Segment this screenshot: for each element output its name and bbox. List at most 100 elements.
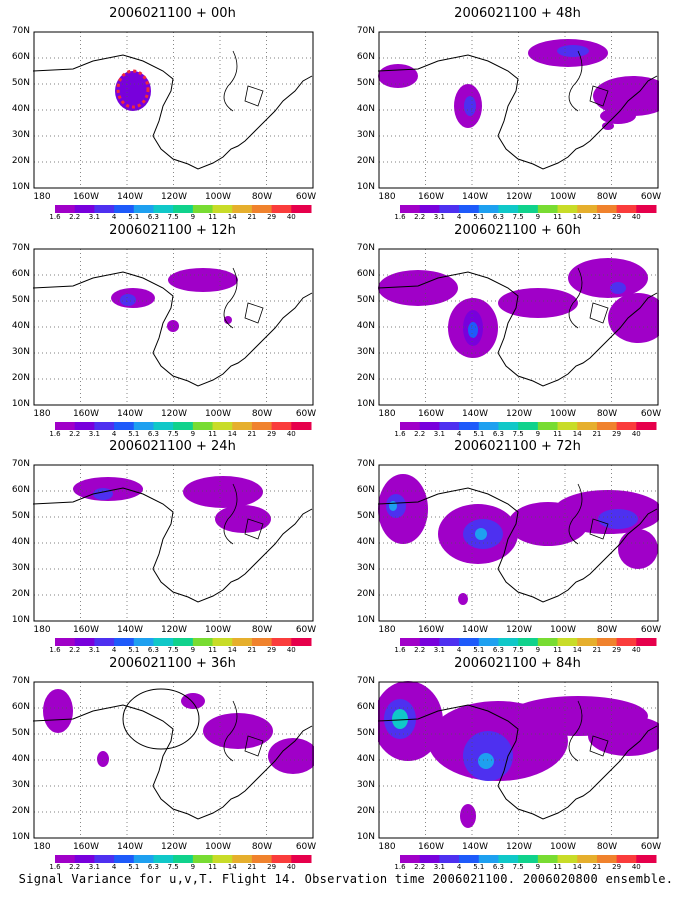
longitude-tick-label: 80W bbox=[596, 842, 618, 852]
latitude-tick-label: 10N bbox=[356, 182, 375, 192]
longitude-tick-label: 80W bbox=[251, 192, 273, 202]
colorbar-label: 11 bbox=[208, 430, 217, 438]
colorbar-swatch bbox=[133, 422, 154, 430]
longitude-tick-label: 160W bbox=[72, 409, 100, 419]
latitude-tick-label: 50N bbox=[11, 295, 30, 305]
colorbar-label: 2.2 bbox=[414, 430, 426, 438]
variance-shading bbox=[568, 258, 648, 298]
colorbar-swatch bbox=[271, 422, 292, 430]
colorbar-label: 1.6 bbox=[49, 863, 61, 871]
longitude-tick-label: 60W bbox=[295, 625, 317, 635]
latitude-tick-label: 70N bbox=[11, 243, 30, 253]
coastline bbox=[33, 54, 313, 170]
longitude-tick-label: 140W bbox=[116, 192, 144, 202]
colorbar-swatch bbox=[577, 855, 598, 863]
longitude-tick-label: 180 bbox=[378, 842, 396, 852]
longitude-tick-label: 60W bbox=[640, 625, 662, 635]
longitude-tick-label: 80W bbox=[251, 842, 273, 852]
longitude-tick-label: 100W bbox=[204, 192, 232, 202]
colorbar-label: 14 bbox=[572, 646, 582, 654]
coastline bbox=[33, 271, 313, 387]
variance-shading bbox=[167, 320, 179, 332]
colorbar-label: 11 bbox=[208, 863, 217, 871]
colorbar-swatch bbox=[537, 205, 559, 213]
colorbar-label: 29 bbox=[267, 863, 277, 871]
colorbar-label: 2.2 bbox=[69, 213, 81, 221]
colorbar-label: 29 bbox=[612, 213, 622, 221]
colorbar-swatch bbox=[537, 422, 559, 430]
colorbar-swatch bbox=[251, 638, 273, 646]
colorbar-label: 3.1 bbox=[433, 863, 445, 871]
colorbar-swatch bbox=[94, 205, 115, 213]
colorbar-label: 11 bbox=[208, 213, 217, 221]
latitude-tick-label: 30N bbox=[11, 563, 30, 573]
colorbar-swatch bbox=[232, 422, 253, 430]
latitude-tick-label: 10N bbox=[356, 615, 375, 625]
map-frame bbox=[378, 31, 659, 189]
colorbar-label: 7.5 bbox=[512, 213, 524, 221]
latitude-tick-label: 30N bbox=[356, 780, 375, 790]
longitude-tick-label: 120W bbox=[505, 842, 533, 852]
latitude-tick-label: 50N bbox=[11, 511, 30, 521]
colorbar-swatch bbox=[74, 205, 95, 213]
colorbar-label: 7.5 bbox=[512, 430, 524, 438]
colorbar-label: 7.5 bbox=[167, 430, 179, 438]
colorbar-swatch bbox=[498, 205, 519, 213]
longitude-tick-label: 120W bbox=[505, 409, 533, 419]
colorbar-label: 6.3 bbox=[492, 863, 505, 871]
colorbar-label: 21 bbox=[592, 430, 602, 438]
variance-shading bbox=[588, 716, 659, 756]
latitude-tick-label: 70N bbox=[356, 243, 375, 253]
colorbar-label: 40 bbox=[631, 213, 641, 221]
panel-title: 2006021100 + 48h bbox=[454, 6, 581, 21]
colorbar-swatch bbox=[271, 638, 292, 646]
colorbar-swatch bbox=[192, 855, 214, 863]
colorbar-swatch bbox=[74, 855, 95, 863]
colorbar-swatch bbox=[251, 205, 273, 213]
map-frame bbox=[33, 248, 314, 406]
longitude-tick-label: 100W bbox=[549, 192, 577, 202]
colorbar-swatch bbox=[114, 855, 135, 863]
latitude-tick-label: 60N bbox=[356, 269, 375, 279]
colorbar-swatch bbox=[173, 855, 194, 863]
colorbar-swatch bbox=[478, 422, 499, 430]
colorbar-label: 11 bbox=[208, 646, 217, 654]
latitude-tick-label: 70N bbox=[356, 676, 375, 686]
latitude-tick-label: 50N bbox=[356, 728, 375, 738]
map-plot bbox=[378, 31, 659, 189]
latitude-tick-label: 10N bbox=[356, 832, 375, 842]
variance-shading bbox=[97, 751, 109, 767]
variance-shading bbox=[475, 528, 487, 540]
colorbar-label: 4 bbox=[456, 863, 462, 871]
inland-coastline bbox=[568, 700, 609, 762]
latitude-tick-label: 60N bbox=[11, 52, 30, 62]
colorbar-label: 11 bbox=[553, 213, 562, 221]
map-frame bbox=[33, 31, 314, 189]
longitude-tick-label: 160W bbox=[72, 842, 100, 852]
colorbar-label: 21 bbox=[592, 646, 602, 654]
panel-title: 2006021100 + 36h bbox=[109, 656, 236, 671]
variance-shading bbox=[392, 709, 408, 729]
colorbar-swatch bbox=[557, 638, 578, 646]
colorbar-label: 29 bbox=[267, 430, 277, 438]
colorbar-label: 14 bbox=[572, 213, 582, 221]
colorbar-label: 7.5 bbox=[512, 863, 524, 871]
map-frame bbox=[33, 464, 314, 622]
latitude-tick-label: 30N bbox=[11, 347, 30, 357]
map-frame bbox=[378, 248, 659, 406]
latitude-tick-label: 60N bbox=[356, 702, 375, 712]
colorbar-swatch bbox=[419, 422, 440, 430]
colorbar-swatch bbox=[616, 205, 637, 213]
colorbar-swatch bbox=[55, 422, 76, 430]
colorbar-swatch bbox=[498, 422, 519, 430]
coastline bbox=[378, 704, 658, 820]
colorbar bbox=[55, 638, 312, 646]
longitude-tick-label: 140W bbox=[116, 842, 144, 852]
longitude-tick-label: 60W bbox=[295, 842, 317, 852]
longitude-tick-label: 100W bbox=[549, 409, 577, 419]
colorbar-swatch bbox=[557, 422, 578, 430]
variance-shading bbox=[115, 71, 151, 111]
colorbar-label: 9 bbox=[190, 213, 196, 221]
colorbar-label: 3.1 bbox=[88, 863, 100, 871]
colorbar-label: 40 bbox=[631, 430, 641, 438]
